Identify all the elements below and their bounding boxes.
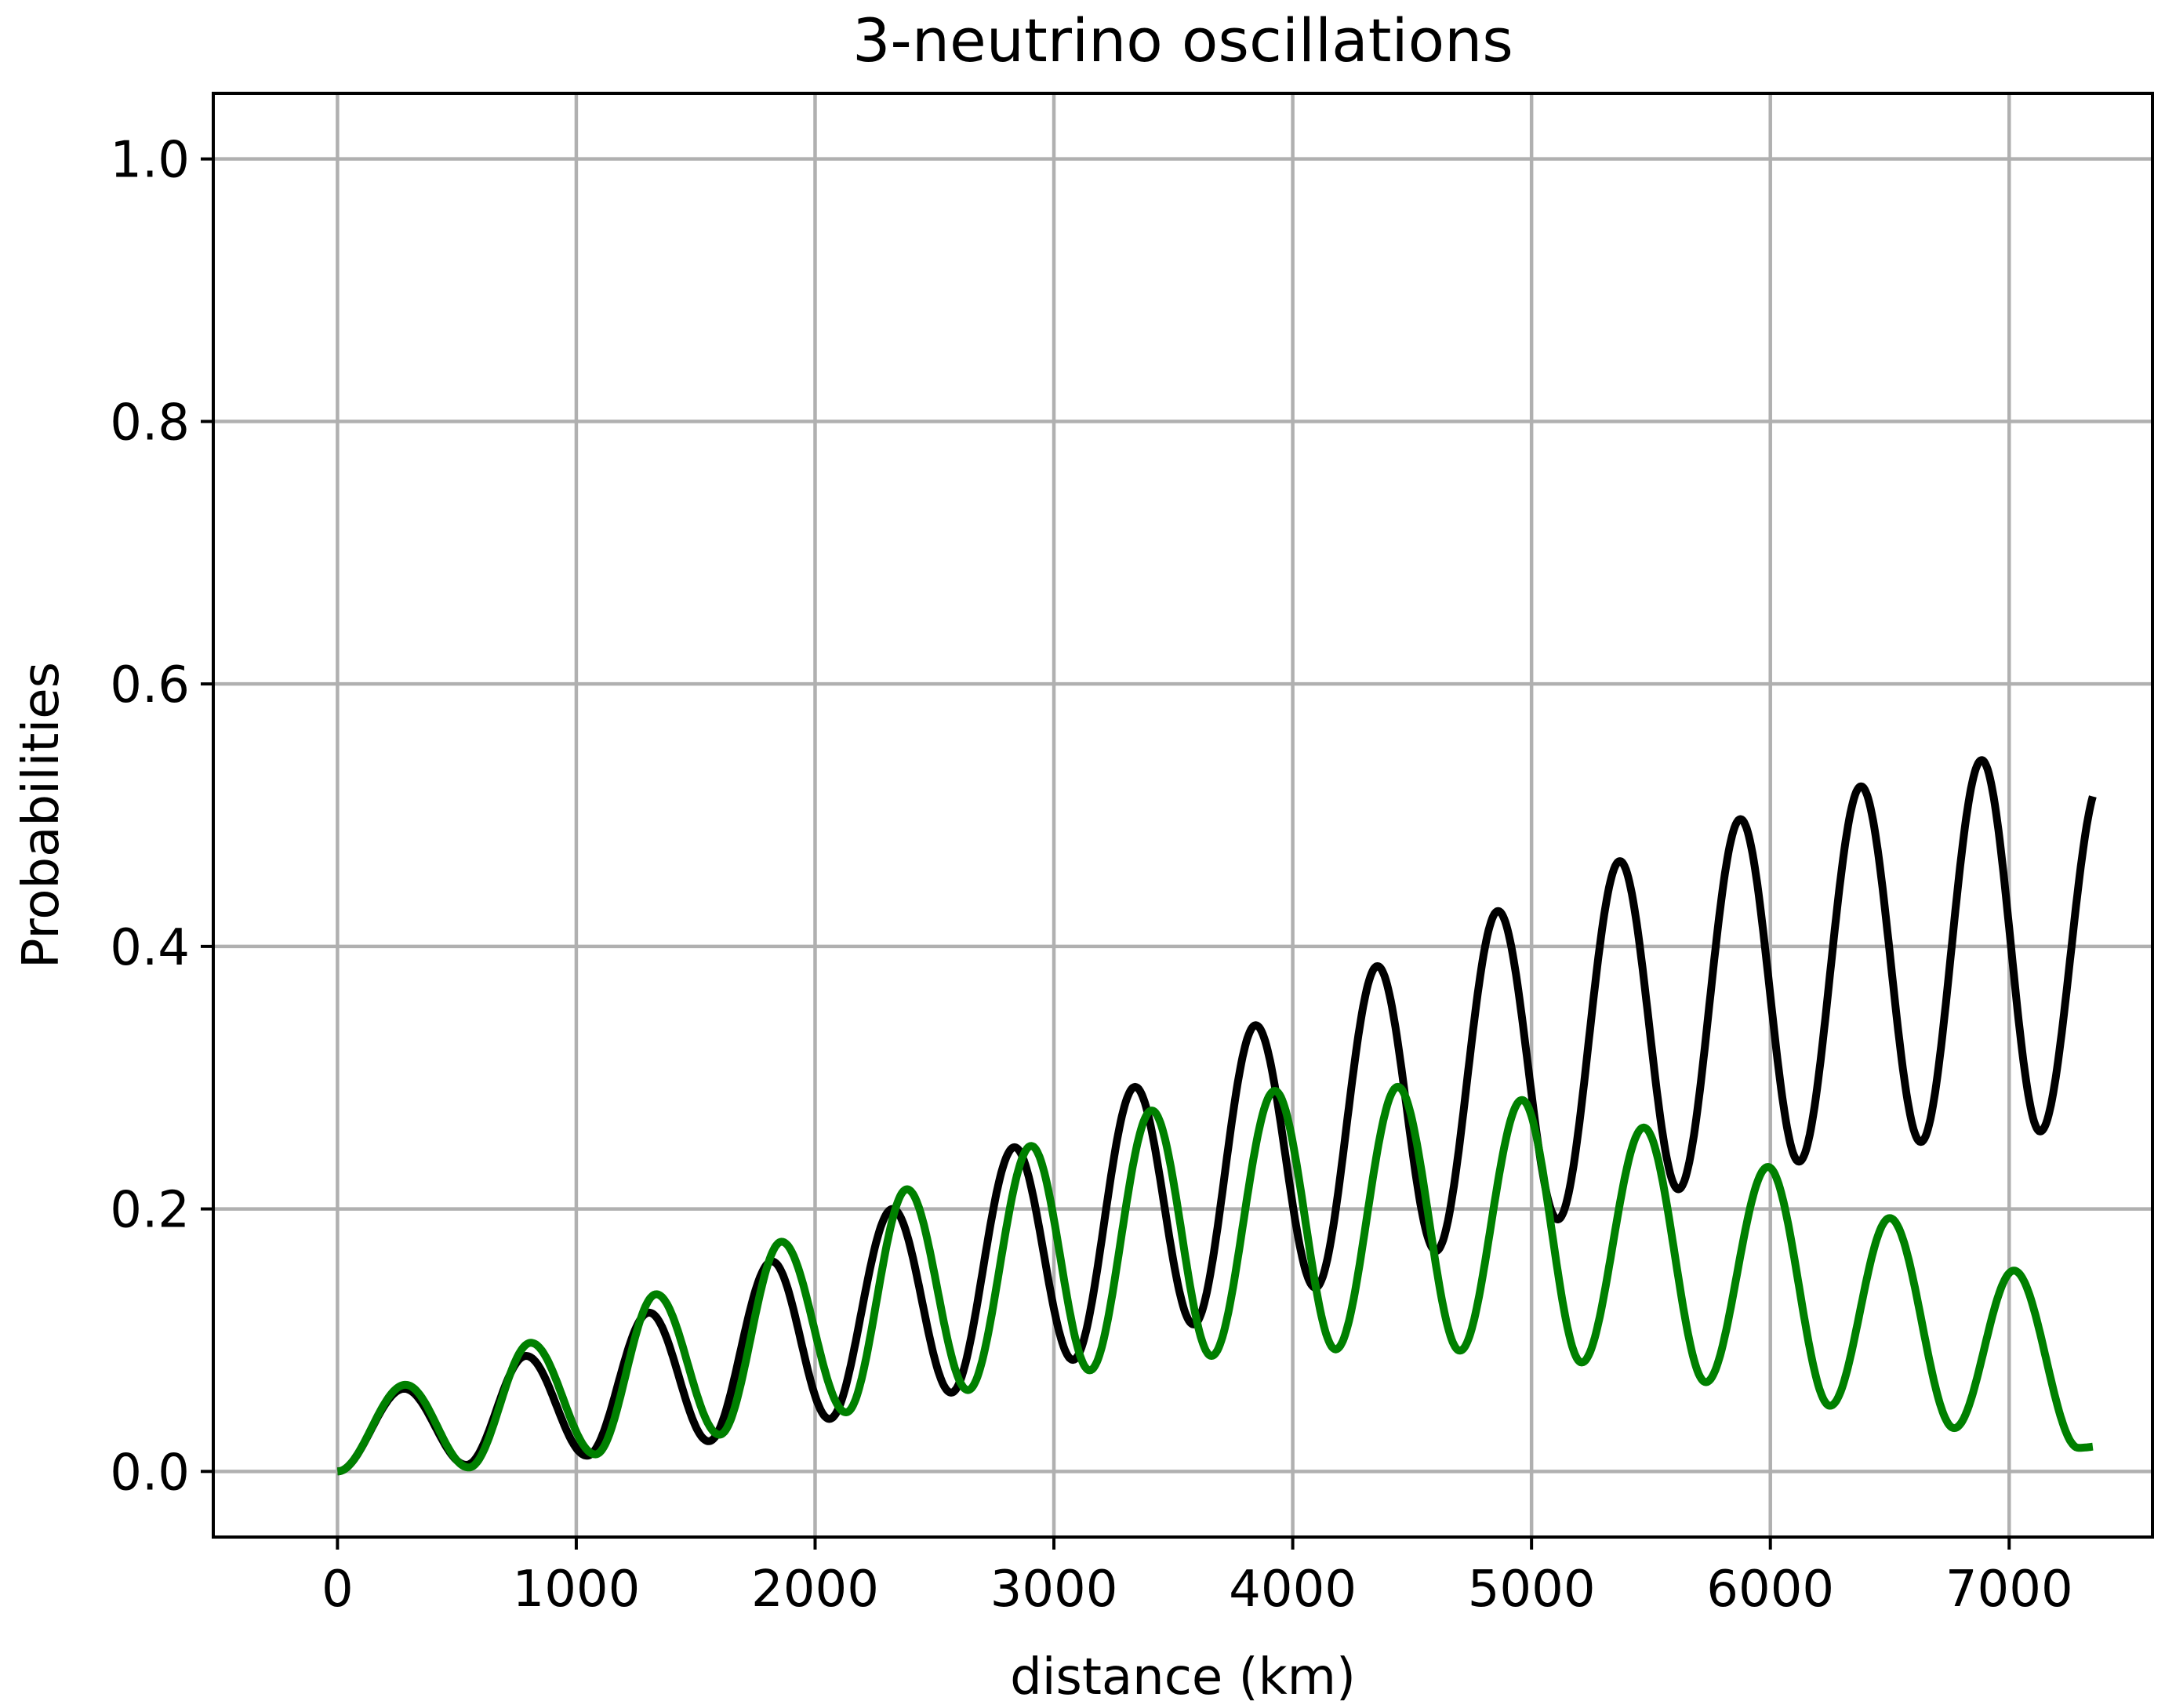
y-tick-label: 1.0: [110, 132, 190, 190]
grid: [213, 93, 2152, 1537]
x-axis-label: distance (km): [1010, 1648, 1356, 1706]
y-tick-label: 0.2: [110, 1182, 190, 1240]
y-tick-label: 0.4: [110, 919, 190, 977]
y-tick-label: 0.8: [110, 394, 190, 452]
series-group: [334, 756, 2097, 1476]
plot-frame: [212, 92, 2154, 1539]
x-axis: 0 1000 2000 3000 4000 5000 6000 7000: [321, 1537, 2073, 1619]
x-tick-label: 3000: [990, 1561, 1118, 1619]
series-line-1: [334, 756, 2097, 1476]
y-axis: 0.0 0.2 0.4 0.6 0.8 1.0: [110, 132, 213, 1502]
y-axis-label: Probabilities: [13, 662, 71, 968]
x-tick-label: 0: [321, 1561, 354, 1619]
x-tick-label: 1000: [512, 1561, 640, 1619]
x-tick-label: 2000: [751, 1561, 879, 1619]
x-tick-label: 7000: [1945, 1561, 2073, 1619]
x-tick-label: 4000: [1229, 1561, 1357, 1619]
y-tick-label: 0.0: [110, 1444, 190, 1502]
series-line-2: [334, 1082, 2096, 1476]
chart-title: 3-neutrino oscillations: [852, 5, 1513, 75]
x-tick-label: 5000: [1468, 1561, 1596, 1619]
x-tick-label: 6000: [1706, 1561, 1834, 1619]
y-tick-label: 0.6: [110, 656, 190, 714]
